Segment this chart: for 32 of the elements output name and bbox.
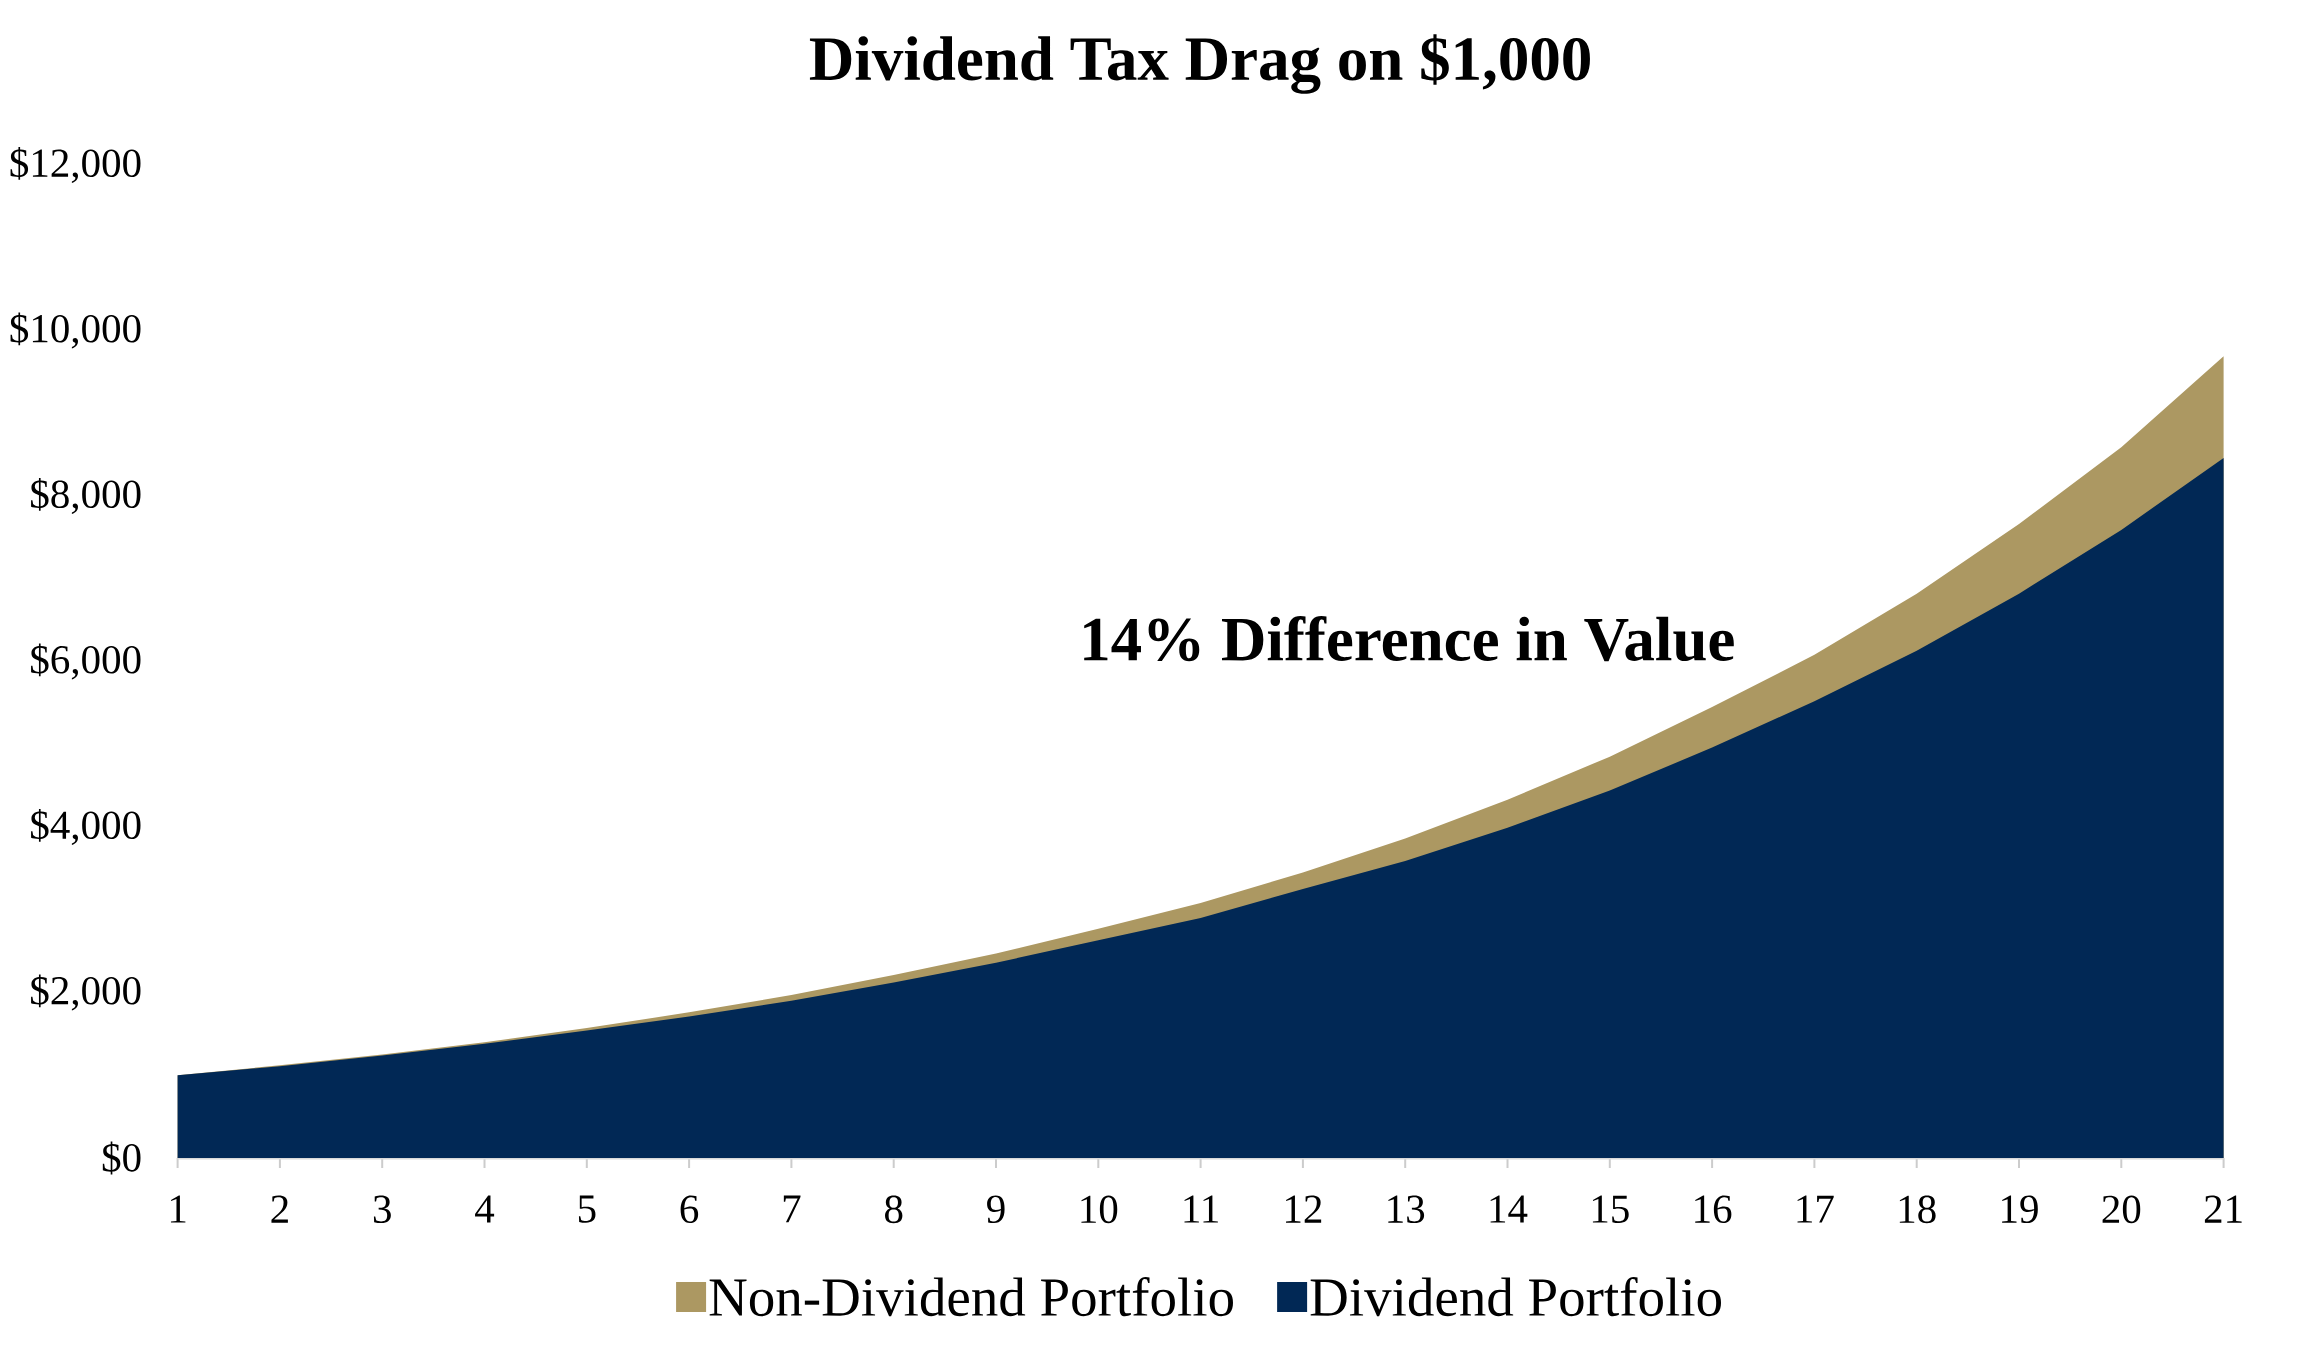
x-tick-label: 20 [2102,1195,2141,1224]
y-tick-label: $6,000 [31,643,141,680]
x-tick-label: 3 [373,1195,391,1224]
chart-title: Dividend Tax Drag on $1,000 [809,34,1590,94]
x-tick-label: 9 [987,1195,1005,1224]
y-tick-label: $10,000 [10,312,141,349]
x-tick-label: 6 [680,1195,699,1224]
y-tick-label: $12,000 [10,146,141,183]
x-tick-label: 16 [1695,1195,1732,1224]
y-tick-label: $8,000 [31,477,141,514]
x-tick-label: 19 [2002,1195,2038,1224]
x-tick-label: 14 [1490,1195,1528,1223]
x-tick-label: 4 [475,1195,495,1223]
x-tick-label: 8 [885,1195,903,1224]
x-tick-label: 11 [1184,1195,1218,1223]
legend-label: Dividend Portfolio [1310,1276,1721,1317]
annotation: 14% Difference in Value [1084,616,1734,662]
legend-label: Non-Dividend Portfolio [709,1276,1233,1317]
y-tick-label: $0 [102,1141,141,1175]
x-tick-label: 10 [1081,1195,1118,1224]
x-tick-label: 7 [783,1195,801,1223]
x-tick-label: 18 [1899,1195,1936,1224]
x-tick-label: 17 [1797,1195,1834,1223]
x-tick-label: 13 [1388,1195,1425,1224]
y-tick-label: $4,000 [31,808,141,845]
y-tick-label: $2,000 [31,974,141,1011]
x-tick-label: 21 [2204,1195,2242,1223]
x-tick-label: 5 [578,1195,596,1223]
x-tick-label: 12 [1286,1195,1322,1223]
x-tick-label: 15 [1592,1195,1629,1223]
x-tick-label: 1 [170,1195,186,1223]
x-tick-label: 2 [271,1195,288,1223]
